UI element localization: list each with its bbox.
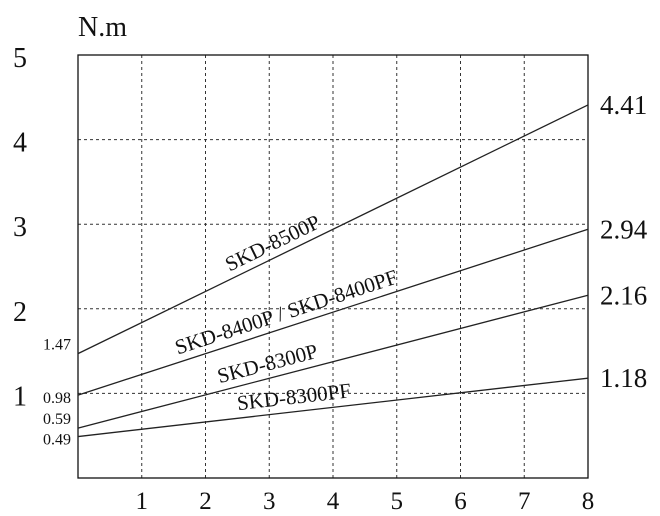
x-tick-label: 3	[263, 488, 276, 515]
series-start-value-label: 0.49	[43, 432, 71, 449]
x-tick-label: 6	[454, 488, 467, 515]
x-tick-label: 7	[518, 488, 531, 515]
y-tick-label: 1	[13, 381, 27, 412]
x-tick-label: 5	[391, 488, 404, 515]
y-tick-label: 4	[13, 128, 27, 159]
series-end-value-label: 4.41	[600, 90, 647, 120]
y-tick-label: 5	[13, 43, 27, 74]
x-tick-label: 2	[199, 488, 212, 515]
grid	[78, 55, 588, 478]
x-tick-label: 4	[327, 488, 340, 515]
series-name-label: SKD-8300PF	[236, 378, 352, 415]
y-axis-unit-label: N.m	[78, 12, 127, 43]
series-line	[77, 377, 589, 438]
series-start-value-label: 1.47	[43, 337, 71, 354]
series-start-value-label: 0.98	[43, 390, 71, 407]
series-end-value-label: 2.16	[600, 280, 647, 310]
series-line	[77, 228, 589, 396]
series-end-value-label: 2.94	[600, 214, 648, 244]
series-name-label: SKD-8300P	[215, 339, 320, 388]
series-name-label: SKD-8500P	[221, 210, 324, 277]
labels: 1 2 3 4 5 6 7 8 1 2 3 4 5 1.47 4.41 SKD-8500P 0.98 2.94 SK…	[13, 43, 648, 515]
y-tick-label: 3	[13, 212, 27, 243]
series-line	[77, 294, 589, 429]
series-start-value-label: 0.59	[43, 411, 71, 428]
y-tick-label: 2	[13, 297, 27, 328]
plot-frame	[77, 54, 589, 479]
series-line	[77, 104, 589, 355]
series-end-value-label: 1.18	[600, 363, 647, 393]
x-tick-label: 8	[582, 488, 595, 515]
x-tick-label: 1	[136, 488, 149, 515]
series-lines	[77, 104, 589, 438]
series-name-label: SKD-8400P / SKD-8400PF	[172, 265, 401, 360]
